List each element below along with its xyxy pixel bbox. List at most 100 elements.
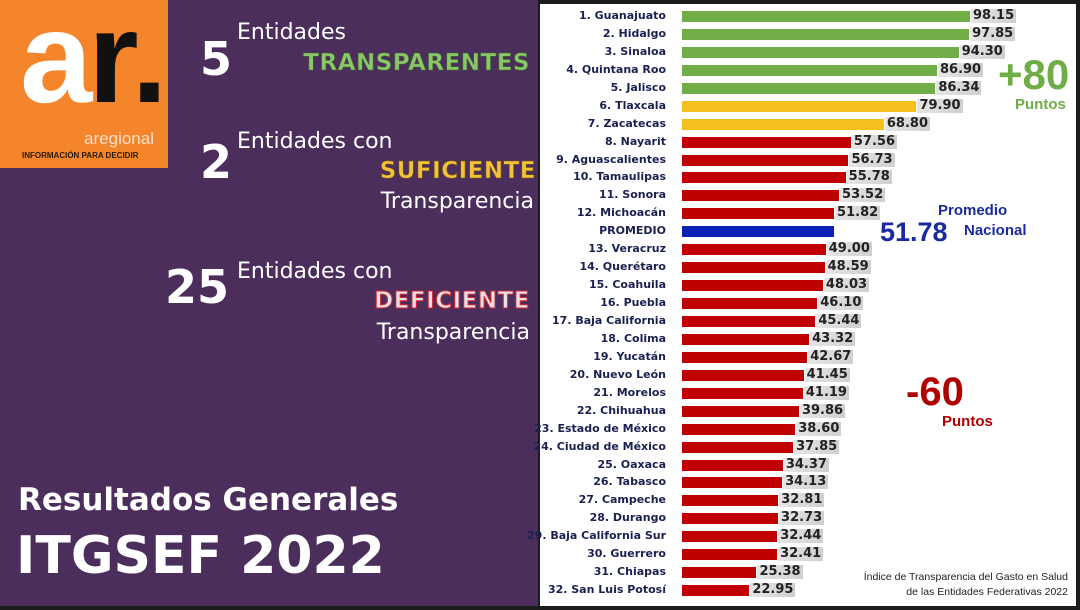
bar: [682, 387, 803, 399]
bar: [682, 226, 834, 238]
sufficient-count: 2: [200, 135, 233, 189]
category-label: 19. Yucatán: [593, 349, 666, 363]
value-label: 41.45: [804, 366, 850, 382]
transparent-line1: Entidades: [237, 20, 346, 45]
value-label: 53.52: [840, 187, 886, 203]
category-label: 22. Chihuahua: [576, 403, 666, 417]
results-heading: Resultados Generales: [18, 482, 399, 518]
source-line-1: Índice de Transparencia del Gasto en Sal…: [863, 571, 1068, 583]
category-label: 8. Nayarit: [605, 134, 666, 148]
average-label-2: Nacional: [964, 222, 1027, 239]
category-label: 29. Baja California Sur: [527, 529, 666, 543]
category-label: 31. Chiapas: [593, 565, 666, 579]
category-label: 1. Guanajuato: [578, 9, 666, 22]
bar: [682, 567, 757, 579]
value-label: 32.81: [779, 492, 825, 508]
bar: [682, 441, 794, 453]
category-label: 2. Hidalgo: [602, 26, 666, 40]
value-label: 48.03: [823, 277, 870, 293]
value-label: 56.73: [849, 151, 895, 167]
bottom-difference-unit: Puntos: [942, 413, 993, 430]
bar: [682, 118, 884, 130]
category-label: 11. Sonora: [598, 188, 666, 202]
value-label: 22.95: [750, 582, 796, 598]
value-label: 32.73: [779, 510, 825, 526]
deficient-count: 25: [165, 260, 230, 314]
category-label: 28. Durango: [589, 511, 666, 525]
deficient-keyword: DEFICIENTE: [374, 288, 530, 315]
source-line-2: de las Entidades Federativas 2022: [906, 586, 1068, 598]
category-label: 18. Colima: [600, 331, 666, 345]
value-label: 79.90: [917, 97, 963, 113]
value-label: 51.82: [835, 205, 881, 221]
bar: [682, 28, 970, 40]
category-label: 12. Michoacán: [576, 206, 666, 220]
bar: [682, 423, 796, 435]
category-label: 17. Baja California: [552, 313, 666, 327]
value-label: 32.44: [778, 528, 824, 544]
bar: [682, 298, 818, 310]
summary-panel: a r. aregional INFORMACIÓN PARA DECIDIR 5…: [0, 0, 538, 606]
value-label: 34.13: [783, 474, 829, 490]
value-label: 57.56: [851, 133, 898, 149]
bar: [682, 351, 808, 363]
bar: [682, 405, 799, 417]
value-label: 41.19: [803, 384, 849, 400]
category-label: 9. Aguascalientes: [556, 152, 666, 166]
category-label: 15. Coahuila: [589, 278, 666, 292]
value-label: 68.80: [884, 115, 930, 131]
value-label: 42.67: [808, 348, 854, 364]
bar: [682, 315, 816, 327]
bar: [682, 280, 823, 292]
bar: [682, 459, 783, 471]
average-label: Promedio: [938, 202, 1008, 219]
value-label: 48.59: [825, 259, 871, 275]
value-label: 86.90: [937, 61, 984, 77]
bar: [682, 477, 783, 489]
bar: [682, 531, 778, 543]
category-label: 3. Sinaloa: [604, 44, 666, 58]
transparent-count: 5: [200, 32, 233, 86]
bottom-difference: -60: [906, 370, 964, 414]
value-label: 34.37: [783, 456, 829, 472]
bar: [682, 369, 804, 381]
sufficient-line1: Entidades con: [237, 129, 393, 154]
category-label: 21. Morelos: [593, 385, 666, 399]
logo-brand: aregional: [84, 129, 154, 148]
bar: [682, 172, 846, 184]
value-label: 98.15: [971, 8, 1017, 23]
category-label: 20. Nuevo León: [569, 367, 666, 381]
category-label: PROMEDIO: [599, 224, 666, 238]
category-label: 7. Zacatecas: [587, 116, 666, 130]
deficient-line3: Transparencia: [376, 320, 530, 345]
bar: [682, 333, 810, 345]
bar: [682, 190, 840, 202]
transparent-keyword: TRANSPARENTES: [303, 50, 530, 77]
value-label: 43.32: [810, 330, 856, 346]
category-label: 32. San Luis Potosí: [547, 583, 666, 597]
category-label: 4. Quintana Roo: [566, 62, 666, 76]
category-label: 25. Oaxaca: [597, 457, 666, 471]
report-title: ITGSEF 2022: [16, 526, 385, 586]
aregional-logo: a r. aregional INFORMACIÓN PARA DECIDIR: [0, 0, 168, 168]
category-label: 13. Veracruz: [588, 242, 666, 256]
value-label: 37.85: [794, 438, 840, 454]
value-label: 94.30: [959, 43, 1005, 59]
value-label: 46.10: [818, 295, 864, 311]
bar: [682, 585, 750, 597]
category-label: 26. Tabasco: [593, 475, 666, 489]
bar: [682, 136, 851, 148]
value-label: 97.85: [970, 25, 1016, 41]
bar: [682, 549, 778, 561]
bar: [682, 513, 779, 525]
value-label: 25.38: [757, 564, 803, 580]
bar: [682, 244, 826, 256]
top-difference-unit: Puntos: [1015, 96, 1066, 113]
bar: [682, 100, 917, 112]
bar: [682, 82, 936, 94]
bar: [682, 11, 970, 22]
category-label: 24. Ciudad de México: [533, 439, 666, 453]
category-label: 14. Querétaro: [579, 260, 666, 274]
average-value: 51.78: [880, 217, 948, 247]
bar: [682, 495, 779, 507]
